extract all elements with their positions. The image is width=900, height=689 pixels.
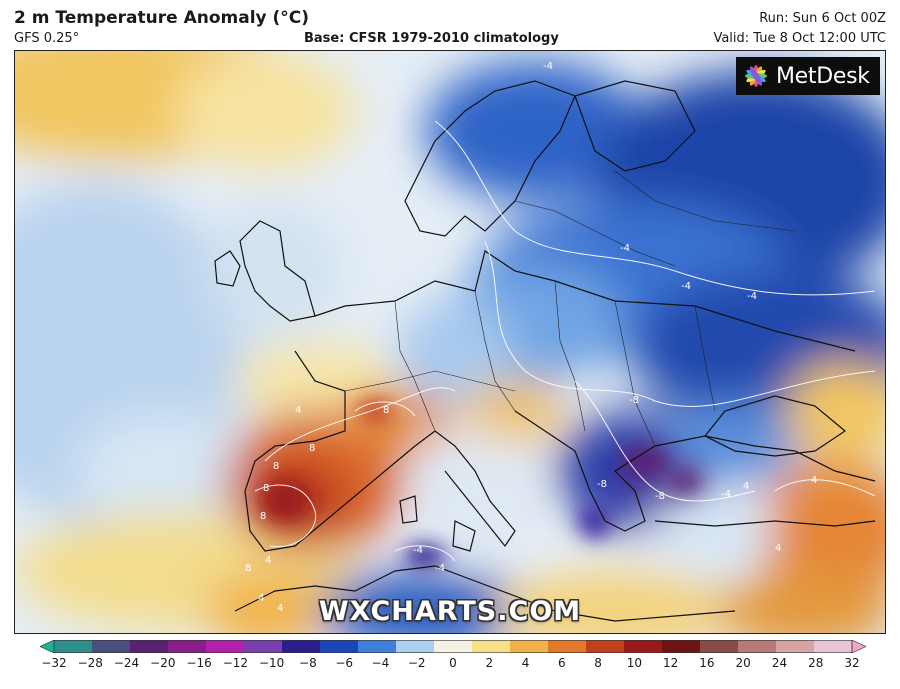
colorbar-segment — [206, 640, 245, 653]
borders — [344, 170, 796, 447]
contour-label: 4 — [775, 543, 781, 554]
contour-label: -8 — [655, 491, 665, 502]
colorbar-tick-label: −12 — [222, 656, 249, 670]
colorbar-segment — [434, 640, 473, 653]
colorbar-tick-label: 28 — [808, 656, 824, 670]
colorbar-tick-label: 2 — [485, 656, 494, 670]
colorbar-tick-label: −20 — [150, 656, 176, 670]
contour-label: 4 — [265, 555, 271, 566]
contour-label: 8 — [273, 461, 279, 472]
colorbar-segment — [738, 640, 777, 653]
colorbar-segment — [586, 640, 625, 653]
colorbar-segment — [700, 640, 739, 653]
colorbar-tick-label: 20 — [735, 656, 751, 670]
colorbar-tick-label: 24 — [771, 656, 788, 670]
colorbar-tick-label: −6 — [335, 656, 354, 670]
anomaly-detail — [259, 399, 703, 568]
colorbar-segment — [814, 640, 853, 653]
colorbar-segment — [396, 640, 435, 653]
colorbar-tick-label: 16 — [699, 656, 715, 670]
colorbar-tick-label: −28 — [77, 656, 103, 670]
colorbar-segment — [548, 640, 587, 653]
colorbar-tick-label: 12 — [662, 656, 679, 670]
contour-label: -4 — [543, 61, 553, 72]
colorbar-segment — [282, 640, 321, 653]
contour-label: 4 — [295, 405, 301, 416]
colorbar-min-arrow — [40, 640, 55, 653]
anomaly-field — [15, 51, 885, 633]
colorbar-segment — [472, 640, 511, 653]
contour-lines — [254, 120, 876, 562]
contour-label: 8 — [309, 443, 315, 454]
colorbar-segment — [776, 640, 815, 653]
colorbar-tick-label: −16 — [186, 656, 212, 670]
colorbar-segment — [510, 640, 549, 653]
colorbar-tick-label: 0 — [449, 656, 457, 670]
coastlines — [214, 80, 876, 622]
colorbar-tick-label: −4 — [371, 656, 390, 670]
colorbar-tick-label: −8 — [299, 656, 317, 670]
contour-label: -4 — [435, 563, 445, 574]
colorbar-max-arrow — [851, 640, 866, 653]
colorbar-segment — [54, 640, 93, 653]
contour-label: 4 — [811, 475, 817, 486]
colorbar-tick-label: 10 — [626, 656, 642, 670]
contour-labels: 8 8 8 8 8 4 4 4 4 8 -4 -4 -4 -4 -8 -8 -4… — [245, 61, 817, 614]
colorbar-segment — [662, 640, 701, 653]
contour-label: -4 — [747, 291, 757, 302]
colorbar-tick-label: −2 — [407, 656, 426, 670]
wxcharts-watermark: WXCHARTS.COM — [318, 596, 582, 627]
colorbar-segment — [244, 640, 283, 653]
contour-label: 4 — [743, 481, 749, 492]
metdesk-logo: MetDesk — [736, 57, 880, 95]
colorbar-tick-label: 32 — [844, 656, 860, 670]
colorbar-frame — [53, 640, 853, 653]
contour-label: 8 — [260, 511, 266, 522]
colorbar-tick-label: 4 — [521, 656, 530, 670]
colorbar-segment — [320, 640, 359, 653]
chart-title: 2 m Temperature Anomaly (°C) — [14, 8, 310, 28]
colorbar — [40, 640, 866, 653]
colorbar-segment — [92, 640, 131, 653]
contour-label: 8 — [263, 483, 269, 494]
contour-label: -4 — [721, 489, 731, 500]
contour-label: -4 — [681, 281, 691, 292]
colorbar-segment — [130, 640, 169, 653]
contour-label: 8 — [383, 405, 389, 416]
model-label: GFS 0.25° — [14, 31, 80, 46]
contour-label: -4 — [413, 545, 423, 556]
metdesk-logo-icon — [745, 65, 767, 87]
anomaly-map-svg: 8 8 8 8 8 4 4 4 4 8 -4 -4 -4 -4 -8 -8 -4… — [15, 51, 885, 633]
colorbar-tick-label: −24 — [113, 656, 140, 670]
metdesk-logo-text: MetDesk — [776, 63, 870, 89]
contour-label: 4 — [277, 603, 283, 614]
colorbar-segment — [624, 640, 663, 653]
colorbar-tick-label: 6 — [557, 656, 566, 670]
valid-time-label: Valid: Tue 8 Oct 12:00 UTC — [713, 31, 886, 46]
colorbar-ticks: −32 −28 −24 −20 −16 −12 −10 −8 −6 −4 −2 0 2 4 6 8 10 12 16… — [40, 656, 866, 672]
colorbar-segment — [168, 640, 207, 653]
colorbar-tick-label: −10 — [258, 656, 285, 670]
colorbar-segment — [358, 640, 397, 653]
anomaly-map: 8 8 8 8 8 4 4 4 4 8 -4 -4 -4 -4 -8 -8 -4… — [14, 50, 886, 634]
contour-label: -8 — [629, 395, 639, 406]
contour-label: -4 — [620, 243, 630, 254]
contour-label: 8 — [245, 563, 251, 574]
climatology-base-label: Base: CFSR 1979-2010 climatology — [304, 31, 559, 46]
run-time-label: Run: Sun 6 Oct 00Z — [759, 11, 886, 26]
contour-label: 4 — [258, 593, 264, 604]
contour-label: -8 — [597, 479, 607, 490]
colorbar-tick-label: 8 — [594, 656, 602, 670]
colorbar-tick-label: −32 — [41, 656, 67, 670]
